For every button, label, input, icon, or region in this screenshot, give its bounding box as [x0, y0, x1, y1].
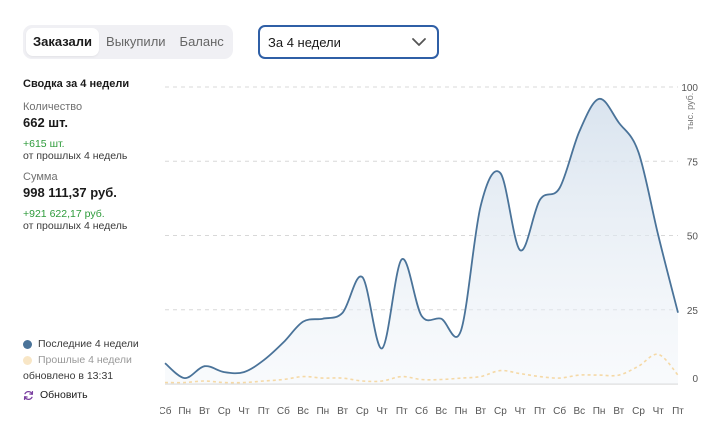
x-tick-label: Вс	[574, 406, 586, 417]
legend-label-previous: Прошлые 4 недели	[38, 354, 132, 366]
amount-delta-note: от прошлых 4 недель	[23, 220, 128, 232]
x-tick-label: Сб	[160, 405, 172, 417]
x-tick-label: Пт	[396, 406, 408, 417]
x-tick-label: Сб	[553, 405, 566, 417]
y-tick-label: 25	[687, 306, 699, 317]
x-tick-label: Сб	[415, 405, 428, 417]
amount-delta: +921 622,17 руб.	[23, 208, 105, 220]
x-tick-label: Вс	[297, 406, 309, 417]
period-select-value: За 4 недели	[268, 34, 341, 50]
refresh-label: Обновить	[40, 389, 88, 401]
x-tick-label: Вт	[475, 406, 486, 417]
x-tick-label: Чт	[376, 406, 388, 417]
x-tick-label: Пн	[593, 406, 606, 417]
series-line-previous	[164, 353, 679, 384]
legend-item-current: Последние 4 недели	[23, 336, 173, 352]
y-tick-label: 75	[687, 157, 699, 168]
x-tick-label: Пн	[455, 406, 468, 417]
x-axis-labels: Сб Пн Вт Ср Чт Пт Сб Вс Пн Вт Ср Чт Пт Сб Вс Пн Вт Ср Чт Пт…	[160, 405, 684, 417]
x-tick-label: Пт	[258, 406, 270, 417]
x-tick-label: Пт	[534, 406, 546, 417]
amount-value: 998 111,37 руб.	[23, 185, 117, 200]
x-tick-label: Вс	[435, 406, 447, 417]
summary-panel: Сводка за 4 недели Количество 662 шт. +6…	[23, 78, 163, 232]
summary-title: Сводка за 4 недели	[23, 78, 130, 90]
legend-swatch-previous	[23, 355, 32, 365]
quantity-value: 662 шт.	[23, 115, 68, 130]
series-line-current	[164, 97, 679, 379]
series-area-current	[165, 98, 678, 384]
x-tick-label: Вт	[199, 406, 210, 417]
y-tick-label: 50	[687, 232, 699, 243]
x-tick-label: Ср	[356, 406, 369, 417]
chart-area-layer	[165, 98, 678, 384]
quantity-delta: +615 шт.	[23, 138, 65, 150]
x-tick-label: Чт	[653, 406, 665, 417]
legend-label-current: Последние 4 недели	[38, 338, 139, 350]
chart-legend: Последние 4 недели Прошлые 4 недели обно…	[23, 336, 173, 401]
report-tabs: Заказали Выкупили Баланс	[23, 25, 233, 59]
x-tick-label: Пн	[178, 406, 191, 417]
legend-swatch-current	[23, 339, 32, 349]
x-tick-label: Пн	[316, 406, 329, 417]
tab-ordered[interactable]: Заказали	[26, 28, 100, 56]
refresh-icon	[23, 390, 34, 400]
x-tick-label: Вт	[613, 406, 624, 417]
sales-chart: 0 25 50 75 100 Сб Пн Вт Ср Чт Пт Сб Вс Пн Вт Ср Чт Пт Сб В…	[160, 83, 698, 417]
updated-time: обновлено в 13:31	[23, 370, 114, 382]
y-tick-label: 100	[681, 83, 698, 94]
x-tick-label: Чт	[238, 406, 250, 417]
quantity-label: Количество	[23, 101, 83, 113]
quantity-delta-note: от прошлых 4 недель	[23, 150, 128, 162]
y-axis-unit: тыс. руб.	[685, 93, 695, 130]
x-tick-label: Вт	[337, 406, 348, 417]
legend-item-previous: Прошлые 4 недели	[23, 352, 173, 368]
x-tick-label: Сб	[277, 405, 290, 417]
x-tick-label: Ср	[632, 406, 645, 417]
tab-redeemed[interactable]: Выкупили	[106, 34, 166, 49]
x-tick-label: Ср	[218, 406, 231, 417]
x-tick-label: Ср	[494, 406, 507, 417]
chart-line-layer	[164, 97, 679, 384]
chevron-down-icon	[412, 38, 426, 46]
x-tick-label: Чт	[515, 406, 527, 417]
period-select[interactable]: За 4 недели	[258, 25, 439, 59]
y-axis-labels: 0 25 50 75 100	[681, 83, 698, 385]
y-tick-label: 0	[692, 374, 698, 385]
x-tick-label: Пт	[672, 406, 684, 417]
tab-balance[interactable]: Баланс	[179, 34, 224, 49]
refresh-button[interactable]: Обновить	[23, 389, 173, 401]
amount-label: Сумма	[23, 171, 58, 183]
